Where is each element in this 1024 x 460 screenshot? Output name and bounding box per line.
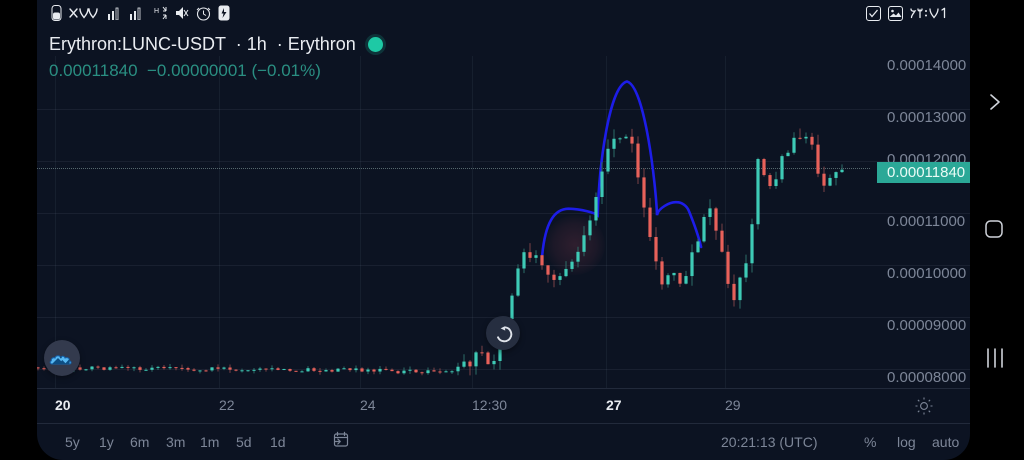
svg-text:H: H [154, 8, 159, 15]
